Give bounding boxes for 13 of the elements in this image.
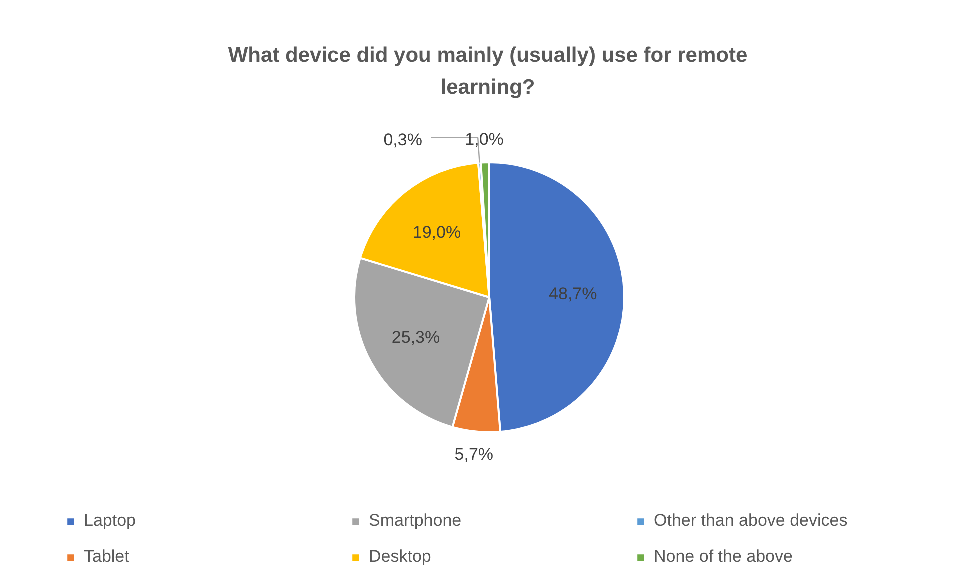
legend-label: Other than above devices	[654, 511, 849, 531]
data-label: 25,3%	[392, 328, 440, 348]
data-label: 19,0%	[412, 222, 462, 242]
legend-label: Tablet	[84, 547, 130, 567]
data-label: 5,7%	[454, 445, 494, 464]
chart-title: What device did you mainly (usually) use for remote learning?	[228, 44, 748, 99]
data-label: 0,3%	[384, 130, 422, 150]
legend-label: Smartphone	[369, 511, 463, 531]
data-label: 1,0%	[465, 130, 504, 150]
legend-label: Desktop	[369, 547, 432, 567]
legend-label: Laptop	[84, 511, 137, 531]
data-label: 48,7%	[549, 284, 598, 304]
legend-label: None of the above	[654, 547, 794, 567]
